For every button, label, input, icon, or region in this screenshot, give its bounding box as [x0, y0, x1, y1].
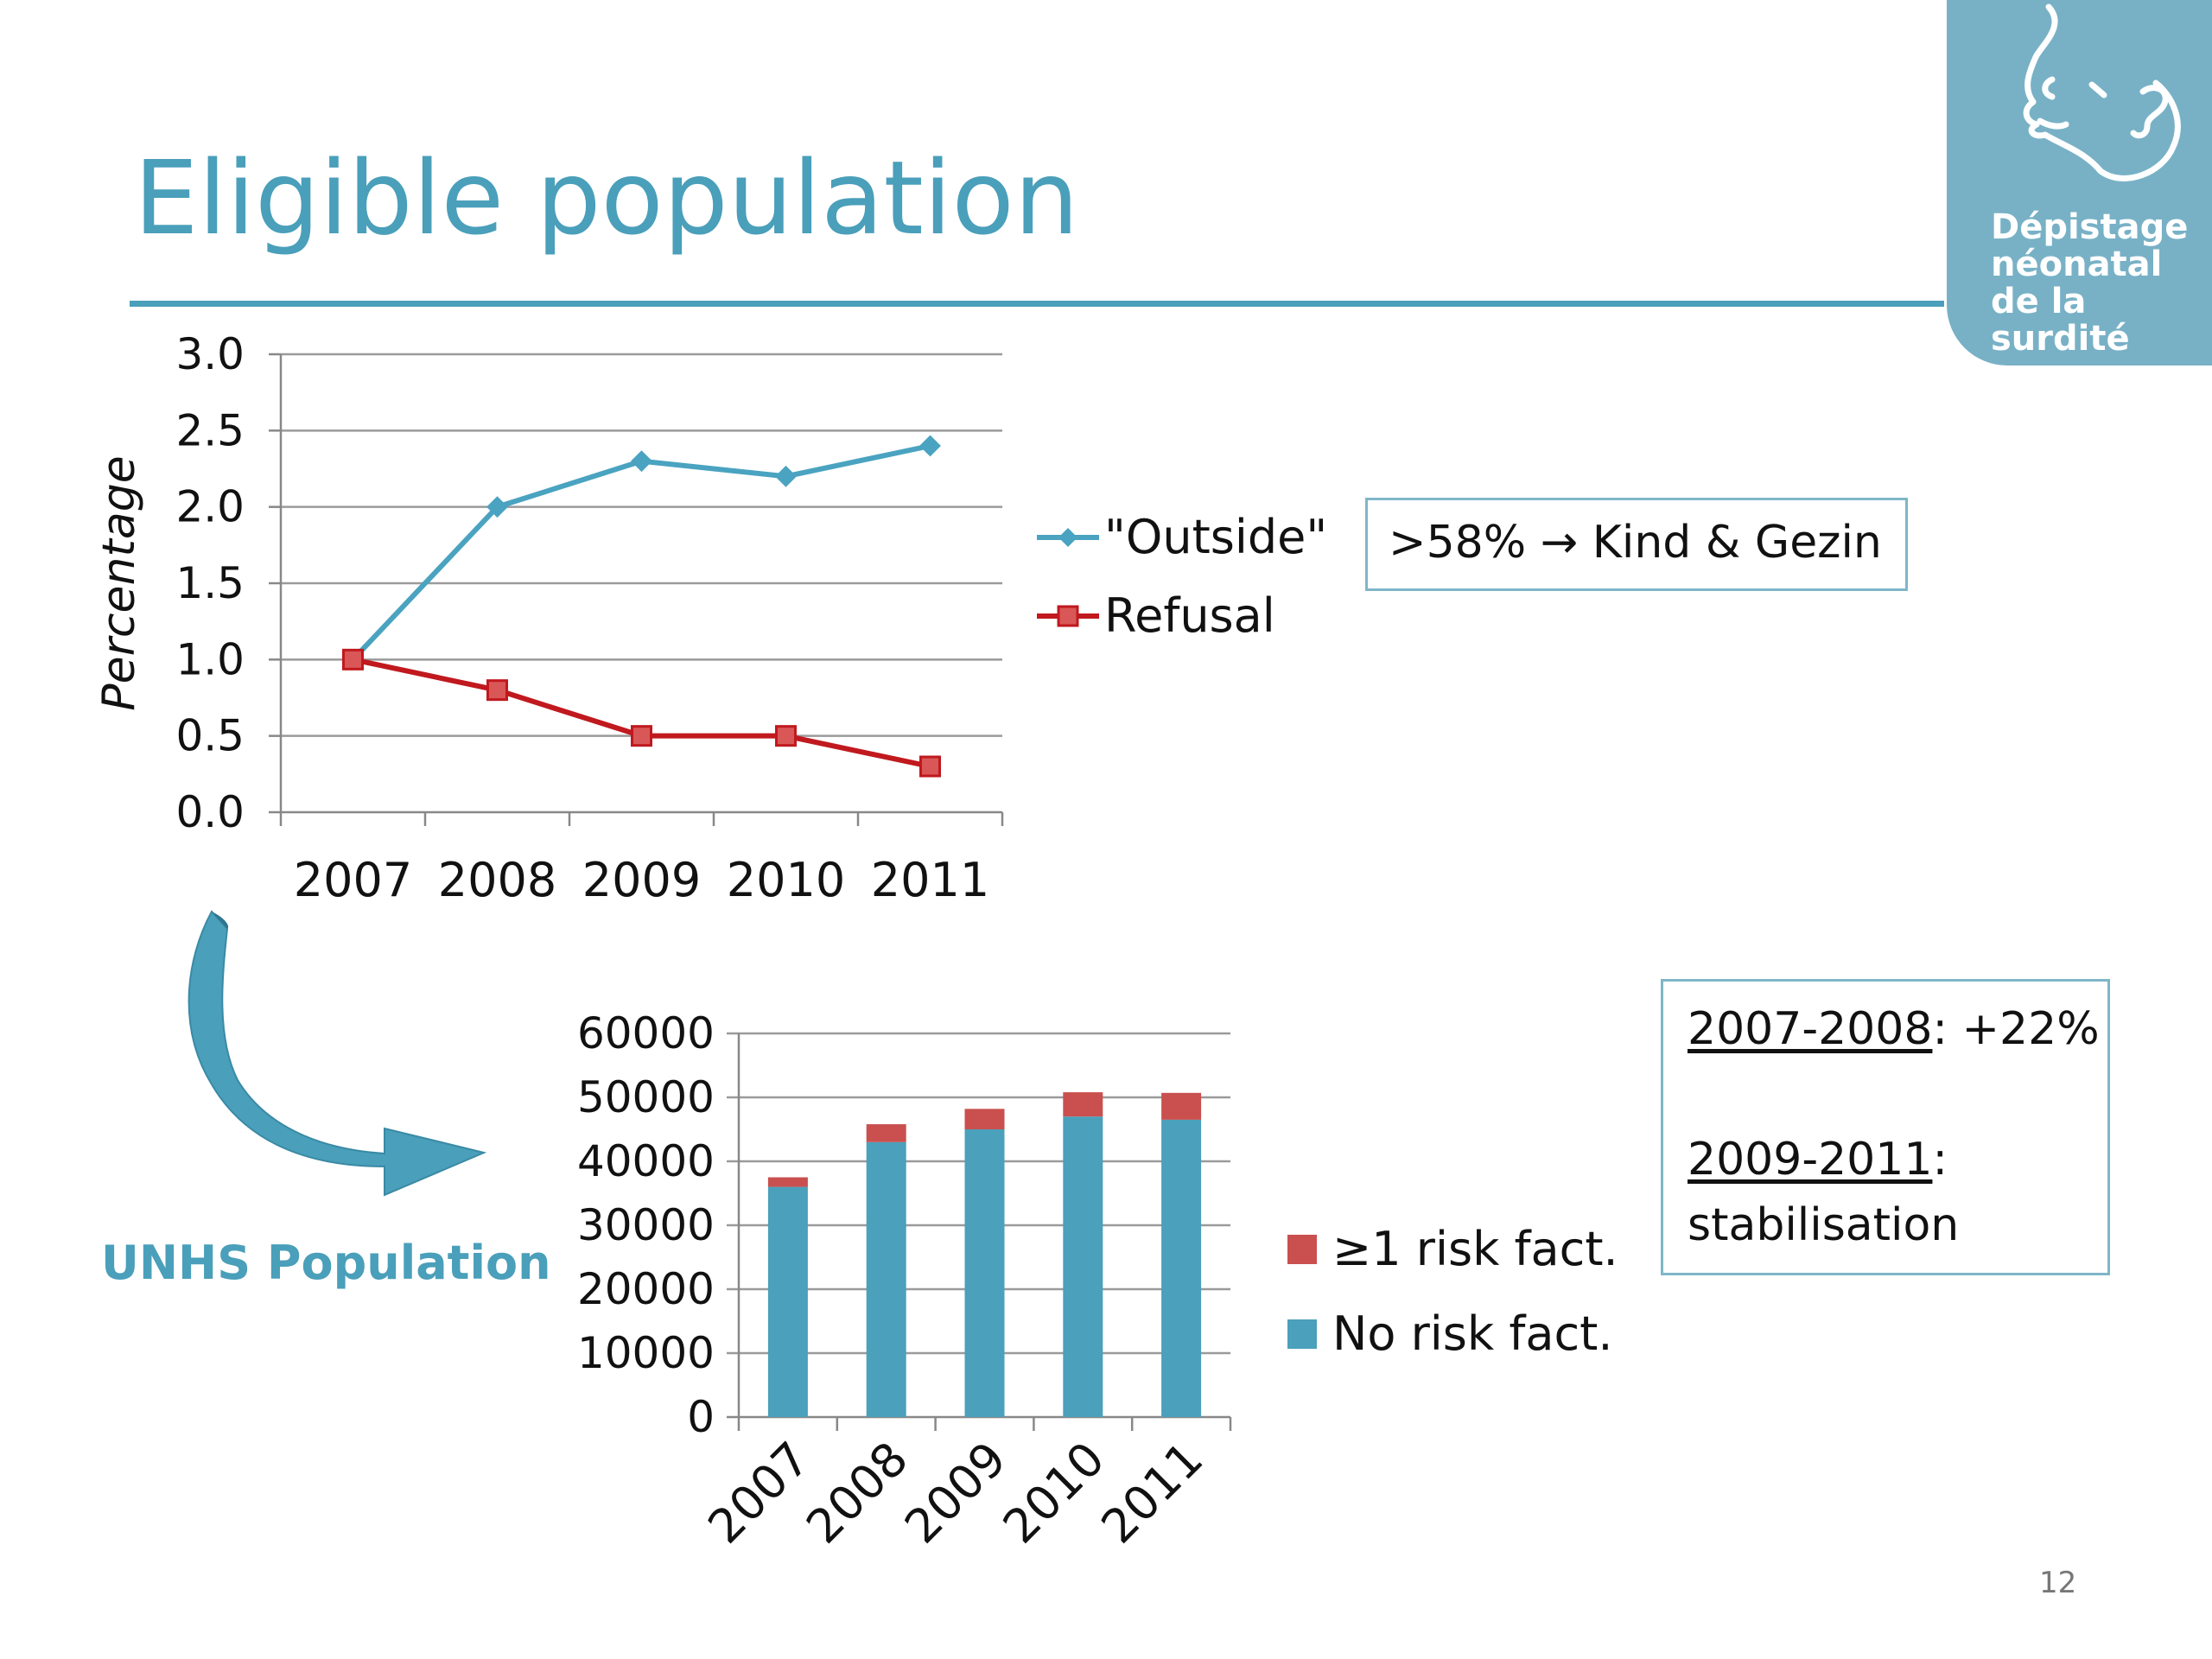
x-tick-label: 2008 [438, 853, 556, 907]
y-tick-label: 50000 [577, 1072, 715, 1122]
logo-text: Dépistage néonatal de la surdité [1991, 209, 2212, 358]
y-tick-label: 1.5 [175, 558, 245, 608]
x-tick-label: 2010 [727, 853, 845, 907]
bar-no-risk [767, 1186, 808, 1417]
data-point [775, 465, 797, 487]
data-point [919, 435, 941, 457]
x-tick-label: 2011 [871, 853, 989, 907]
y-tick-label: 2.5 [175, 405, 245, 455]
stable-text: stabilisation [1688, 1199, 1960, 1251]
logo: Dépistage néonatal de la surdité [1947, 0, 2212, 365]
logo-line: de la surdité [1991, 282, 2130, 359]
x-axis-tick-labels: 2007 2008 2009 2010 2011 [294, 853, 989, 907]
x-tick-label: 2007 [697, 1432, 820, 1554]
bar-risk [767, 1177, 808, 1187]
baby-ear-icon [2023, 3, 2181, 181]
legend-label: Refusal [1104, 588, 1275, 643]
stable-period: 2009-2011 [1688, 1134, 1933, 1185]
x-tick-label: 2011 [1091, 1432, 1214, 1554]
data-point [486, 679, 508, 702]
bar-risk [1161, 1092, 1202, 1120]
chart-gridlines [281, 353, 1002, 737]
x-tick-label: 2010 [993, 1432, 1116, 1554]
growth-value: : +22% [1932, 1003, 2100, 1055]
y-tick-label: 30000 [577, 1200, 715, 1250]
legend-swatch [1287, 1319, 1317, 1349]
y-tick-label: 60000 [577, 1008, 715, 1058]
data-point [775, 725, 797, 747]
unhs-population-label: UNHS Population [101, 1236, 551, 1290]
stable-note: 2009-2011: [1688, 1133, 1948, 1186]
legend-label: No risk fact. [1332, 1306, 1613, 1361]
bar-risk [866, 1124, 906, 1142]
stable-colon: : [1932, 1134, 1948, 1185]
data-point [486, 496, 508, 518]
x-tick-label: 2009 [582, 853, 701, 907]
slide-number: 12 [2039, 1566, 2077, 1600]
x-tick-label: 2008 [796, 1432, 918, 1554]
bar-no-risk [1161, 1119, 1202, 1417]
y-tick-label: 0 [687, 1392, 715, 1442]
bar-no-risk [964, 1129, 1005, 1417]
chart-legend: ≥1 risk fact. No risk fact. [1287, 1222, 1618, 1361]
chart-series [342, 435, 941, 778]
slide-title: Eligible population [134, 138, 1079, 257]
legend-marker [1058, 528, 1077, 547]
curved-arrow-icon [188, 910, 487, 1197]
bar-risk [1063, 1092, 1103, 1117]
y-axis-tick-labels: 0 10000 20000 30000 40000 50000 60000 [577, 1008, 715, 1442]
y-tick-label: 0.0 [175, 787, 245, 837]
data-point [631, 725, 652, 747]
data-point [919, 755, 941, 778]
y-tick-label: 3.0 [175, 329, 245, 379]
title-divider [130, 301, 1944, 307]
logo-line: néonatal [1991, 245, 2163, 284]
legend-label: "Outside" [1104, 510, 1327, 564]
callout-text: >58% → Kind & Gezin [1389, 517, 1882, 569]
legend-label: ≥1 risk fact. [1332, 1222, 1618, 1276]
y-axis-tick-labels: 0.0 0.5 1.0 1.5 2.0 2.5 3.0 [175, 329, 245, 837]
y-tick-label: 20000 [577, 1264, 715, 1314]
y-axis-label: Percentage [93, 455, 145, 711]
y-tick-label: 40000 [577, 1136, 715, 1186]
x-tick-label: 2009 [894, 1432, 1017, 1554]
legend-swatch [1287, 1235, 1317, 1264]
series-line [352, 657, 931, 769]
series-line [351, 443, 931, 662]
y-tick-label: 10000 [577, 1328, 715, 1378]
legend-marker [1057, 605, 1079, 627]
bar-no-risk [866, 1141, 906, 1417]
chart-legend: "Outside" Refusal [1037, 510, 1327, 643]
line-chart: 0.00.51.01.52.02.53.0 2007 2008 2009 2010 20… [93, 329, 1327, 907]
chart-axes [269, 353, 1004, 826]
chart-bars [767, 1092, 1202, 1417]
logo-line: Dépistage [1991, 207, 2189, 247]
x-tick-label: 2007 [294, 853, 412, 907]
growth-note: 2007-2008: +22% [1688, 1002, 2100, 1056]
growth-period: 2007-2008 [1688, 1003, 1933, 1055]
data-point [631, 450, 652, 473]
bar-no-risk [1063, 1116, 1103, 1417]
kind-gezin-callout: >58% → Kind & Gezin [1365, 498, 1908, 591]
y-tick-label: 2.0 [175, 482, 245, 532]
y-tick-label: 1.0 [175, 634, 245, 684]
bar-risk [964, 1109, 1005, 1129]
data-point [342, 648, 364, 671]
trend-summary-callout: 2007-2008: +22% 2009-2011: stabilisation [1661, 979, 2110, 1275]
bar-chart: 0 10000 20000 30000 40000 50000 60000 20072008… [577, 1008, 1618, 1554]
y-tick-label: 0.5 [175, 711, 245, 761]
